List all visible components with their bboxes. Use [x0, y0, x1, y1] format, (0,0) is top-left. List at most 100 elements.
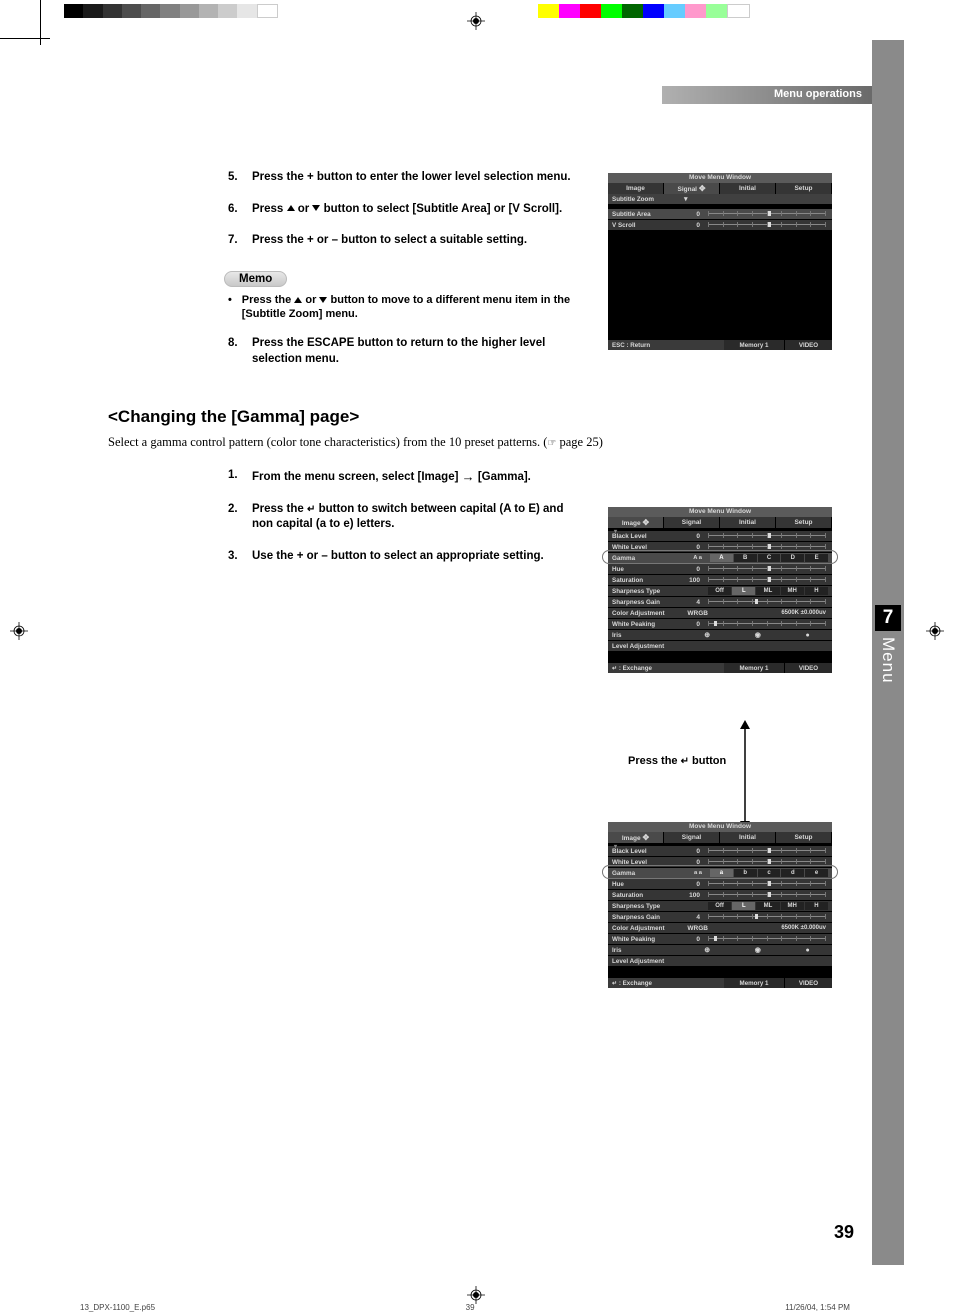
color-bar: [538, 4, 750, 18]
step-number: 3.: [228, 549, 252, 565]
osd-value: WRGB: [682, 925, 712, 932]
osd-tab: Image ✥: [608, 832, 664, 843]
osd-iris: ⊕◉●: [682, 946, 832, 954]
osd-tab: Image ✥: [608, 517, 664, 528]
osd-slider: [704, 543, 832, 551]
chevron-down-icon: ▾: [614, 843, 617, 850]
osd-row: Black Level0: [608, 846, 832, 857]
chapter-tab: 7 Menu: [872, 40, 904, 1265]
osd-option: ML: [756, 902, 779, 910]
osd-slider: [704, 210, 832, 218]
osd-tab: Signal: [664, 832, 720, 843]
osd-iris: ⊕◉●: [682, 631, 832, 639]
osd-row: Hue0: [608, 879, 832, 890]
osd-image-gamma-lower: Move Menu Window Image ✥ Signal Initial …: [608, 822, 832, 988]
osd-label: Hue: [608, 566, 682, 573]
osd-option: L: [732, 902, 755, 910]
osd-title: Move Menu Window: [608, 173, 832, 183]
osd-label: Gamma: [608, 555, 682, 562]
osd-label: Gamma: [608, 870, 682, 877]
step-number: 6.: [228, 202, 252, 218]
osd-option: H: [805, 902, 828, 910]
osd-slider: [704, 847, 832, 855]
footer-file: 13_DPX-1100_E.p65: [80, 1303, 155, 1312]
osd-slider: [704, 891, 832, 899]
osd-value: 0: [682, 222, 704, 229]
osd-slider: [704, 598, 832, 606]
osd-row: White Level0: [608, 542, 832, 553]
osd-option: MH: [781, 587, 804, 595]
osd-option: C: [758, 554, 781, 562]
osd-option: MH: [781, 902, 804, 910]
osd-value: 0: [682, 566, 704, 573]
osd-slider: [704, 913, 832, 921]
osd-tabs: Image ✥ Signal Initial Setup: [608, 832, 832, 843]
osd-label: Level Adjustment: [608, 643, 682, 650]
registration-mark: [10, 622, 28, 640]
registration-mark: [467, 12, 485, 30]
chevron-down-icon: ▾: [614, 528, 617, 535]
osd-slider: [704, 935, 832, 943]
osd-row: Saturation100: [608, 890, 832, 901]
grayscale-bar: [64, 4, 278, 18]
osd-option: D: [781, 554, 804, 562]
osd-label: Sharpness Gain: [608, 599, 682, 606]
double-arrow-icon: [738, 720, 752, 830]
osd-value: 0: [682, 936, 704, 943]
osd-footer: ESC : Return Memory 1 VIDEO: [608, 339, 832, 350]
osd-tab: Initial: [720, 183, 776, 194]
osd-label: Saturation: [608, 577, 682, 584]
osd-extra: 6500K ±0.000uv: [712, 610, 832, 616]
osd-footer: ↵ : Exchange Memory 1 VIDEO: [608, 662, 832, 673]
osd-label: Iris: [608, 632, 682, 639]
step-text: Press the ↵ button to switch between cap…: [252, 502, 578, 533]
osd-value: 0: [682, 621, 704, 628]
osd-row: Level Adjustment: [608, 956, 832, 967]
osd-value: 0: [682, 544, 704, 551]
osd-options: OffLMLMHH: [704, 902, 832, 910]
osd-value: 0: [682, 859, 704, 866]
osd-label: Subtitle Zoom: [608, 196, 682, 203]
step-item: 1. From the menu screen, select [Image] …: [228, 468, 578, 486]
osd-row: Color AdjustmentWRGB6500K ±0.000uv: [608, 608, 832, 619]
osd-footer-memory: Memory 1: [724, 663, 784, 673]
osd-row: White Peaking0: [608, 619, 832, 630]
osd-value: 0: [682, 881, 704, 888]
osd-title: Move Menu Window: [608, 822, 832, 832]
osd-label: White Peaking: [608, 936, 682, 943]
footer-datetime: 11/26/04, 1:54 PM: [785, 1303, 850, 1312]
osd-option: c: [758, 869, 781, 877]
osd-row: White Peaking0: [608, 934, 832, 945]
enter-icon: ↵: [681, 756, 689, 767]
osd-label: Iris: [608, 947, 682, 954]
osd-footer-video: VIDEO: [784, 663, 832, 673]
osd-gamma-options: abcde: [706, 869, 832, 877]
step-number: 8.: [228, 336, 252, 367]
osd-footer-memory: Memory 1: [724, 978, 784, 988]
osd-value: 4: [682, 599, 704, 606]
osd-slider: [704, 565, 832, 573]
memo-badge: Memo: [224, 271, 287, 287]
step-text: Press the + button to enter the lower le…: [252, 170, 578, 186]
osd-label: White Peaking: [608, 621, 682, 628]
osd-option: B: [734, 554, 757, 562]
osd-row: Iris⊕◉●: [608, 945, 832, 956]
osd-label: Black Level: [608, 533, 682, 540]
step-number: 2.: [228, 502, 252, 533]
osd-label: Sharpness Gain: [608, 914, 682, 921]
osd-footer-video: VIDEO: [784, 978, 832, 988]
osd-option: E: [805, 554, 828, 562]
step-number: 5.: [228, 170, 252, 186]
osd-row: Level Adjustment: [608, 641, 832, 652]
section-heading: <Changing the [Gamma] page>: [108, 407, 848, 427]
osd-label: Level Adjustment: [608, 958, 682, 965]
osd-label: White Level: [608, 544, 682, 551]
arrow-right-icon: →: [462, 468, 475, 486]
osd-option: Off: [708, 902, 731, 910]
osd-footer-left: ↵ : Exchange: [608, 978, 724, 988]
osd-options: OffLMLMHH: [704, 587, 832, 595]
chapter-label: Menu: [878, 637, 898, 684]
step-item: 6. Press or button to select [Subtitle A…: [228, 202, 578, 218]
chapter-number: 7: [875, 605, 901, 631]
osd-tab: Image: [608, 183, 664, 194]
